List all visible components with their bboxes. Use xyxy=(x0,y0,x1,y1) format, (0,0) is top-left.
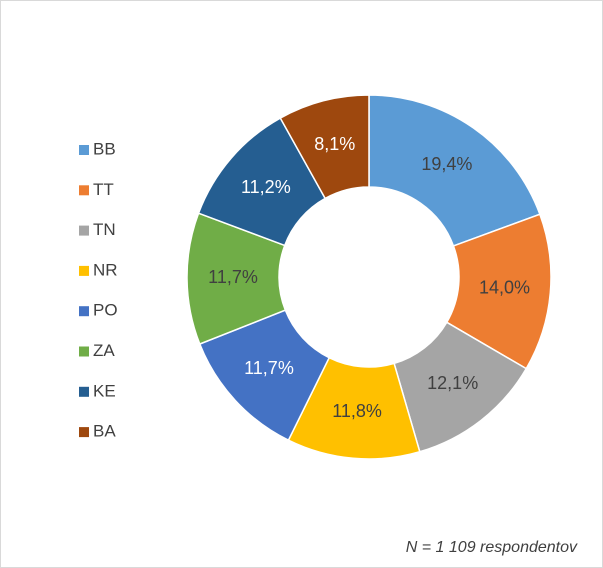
legend-label: BA xyxy=(93,422,116,441)
data-label: 11,7% xyxy=(244,358,294,378)
annotation: N = 1 109 respondentov xyxy=(406,539,578,556)
legend-label: PO xyxy=(93,301,118,320)
data-label: 14,0% xyxy=(479,278,530,298)
legend-label: BB xyxy=(93,139,116,158)
legend-swatch xyxy=(79,145,89,155)
legend-swatch xyxy=(79,185,89,196)
data-label: 19,4% xyxy=(421,154,472,174)
legend-swatch xyxy=(79,386,89,397)
legend-label: NR xyxy=(93,260,118,279)
data-label: 11,7% xyxy=(208,267,258,287)
legend-label: ZA xyxy=(93,341,115,360)
data-label: 8,1% xyxy=(314,134,355,154)
legend-label: TT xyxy=(93,180,114,199)
donut-slice xyxy=(279,94,370,200)
donut-slice xyxy=(368,94,541,247)
data-label: 11,2% xyxy=(241,177,291,197)
data-label: 12,1% xyxy=(427,373,478,393)
data-label: 11,8% xyxy=(332,401,382,421)
legend-label: KE xyxy=(93,381,116,400)
legend-swatch xyxy=(79,265,89,276)
legend-swatch xyxy=(79,306,89,317)
legend-label: TN xyxy=(93,220,116,239)
legend-swatch xyxy=(79,225,89,236)
legend-swatch xyxy=(79,427,89,438)
legend-swatch xyxy=(79,346,89,357)
